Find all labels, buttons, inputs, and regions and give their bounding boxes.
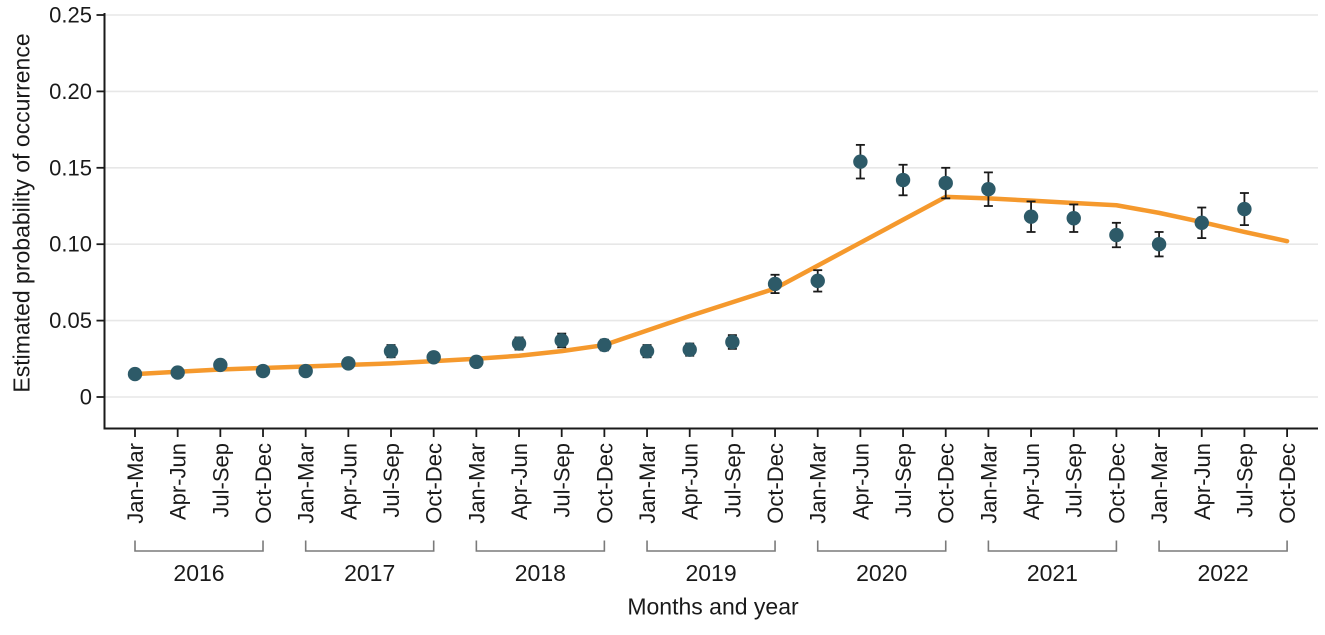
- x-tick-label: Oct-Dec: [763, 443, 788, 524]
- trend-line: [132, 194, 1290, 377]
- x-tick-label: Oct-Dec: [1275, 443, 1300, 524]
- x-tick-label: Jul-Sep: [550, 443, 575, 518]
- x-tick-label: Apr-Jun: [1190, 443, 1215, 520]
- year-bracket: [646, 540, 776, 552]
- x-tick-label: Apr-Jun: [1019, 443, 1044, 520]
- data-point: [725, 334, 740, 350]
- data-point: [981, 181, 996, 197]
- x-tick-label: Jul-Sep: [1232, 443, 1257, 518]
- x-tick-label: Jul-Sep: [720, 443, 745, 518]
- data-point: [1237, 201, 1252, 217]
- year-bracket: [134, 540, 264, 552]
- year-label: 2018: [515, 560, 566, 586]
- y-tick-label: 0: [80, 385, 92, 410]
- data-point: [682, 342, 697, 357]
- year-label: 2017: [344, 560, 395, 586]
- y-axis-title: Estimated probability of occurrence: [8, 33, 35, 393]
- x-tick-label: Jan-Mar: [294, 443, 319, 524]
- year-label: 2020: [856, 560, 907, 586]
- x-tick-label: Jan-Mar: [123, 443, 148, 524]
- x-tick-label: Apr-Jun: [507, 443, 532, 520]
- x-tick-label: Oct-Dec: [592, 443, 617, 524]
- data-point: [213, 357, 228, 373]
- x-tick-label: Oct-Dec: [422, 443, 447, 524]
- x-tick-label: Jan-Mar: [806, 443, 831, 524]
- data-point: [853, 154, 868, 169]
- y-tick-label: 0.15: [49, 155, 92, 180]
- year-bracket: [304, 540, 435, 552]
- data-point: [469, 354, 484, 370]
- data-point: [127, 366, 143, 382]
- data-point: [170, 365, 185, 380]
- x-tick-label: Jan-Mar: [1147, 443, 1172, 524]
- x-tick-label: Oct-Dec: [934, 443, 959, 524]
- x-tick-label: Jul-Sep: [1062, 443, 1087, 518]
- data-point: [895, 172, 911, 188]
- year-bracket: [1158, 540, 1288, 552]
- year-label: 2022: [1197, 560, 1248, 586]
- x-tick-label: Apr-Jun: [848, 443, 873, 520]
- data-point: [1109, 227, 1124, 243]
- x-tick-label: Jan-Mar: [635, 443, 660, 524]
- year-label: 2021: [1027, 560, 1078, 586]
- y-tick-label: 0.20: [49, 79, 92, 104]
- data-point: [341, 356, 356, 371]
- x-tick-label: Jul-Sep: [891, 443, 916, 518]
- data-point: [298, 363, 313, 379]
- x-tick-label: Jul-Sep: [379, 443, 404, 518]
- data-point: [639, 343, 655, 359]
- y-tick-label: 0.05: [49, 308, 92, 333]
- data-point: [597, 337, 612, 353]
- data-point: [511, 336, 527, 351]
- year-label: 2016: [173, 560, 224, 586]
- y-tick-label: 0.25: [49, 3, 92, 28]
- data-point: [767, 276, 783, 292]
- year-bracket: [816, 540, 947, 552]
- year-label: 2019: [685, 560, 736, 586]
- x-tick-label: Jul-Sep: [208, 443, 233, 518]
- data-point: [938, 175, 953, 191]
- data-point: [554, 333, 569, 348]
- x-tick-label: Oct-Dec: [1104, 443, 1129, 524]
- year-bracket: [987, 540, 1118, 552]
- data-point: [383, 343, 399, 359]
- data-point: [255, 363, 271, 379]
- x-tick-label: Apr-Jun: [678, 443, 703, 520]
- x-tick-label: Jan-Mar: [976, 443, 1001, 524]
- x-tick-label: Jan-Mar: [464, 443, 489, 524]
- data-point: [1066, 211, 1081, 226]
- data-point: [1194, 215, 1209, 231]
- x-tick-label: Oct-Dec: [251, 443, 276, 524]
- x-tick-label: Apr-Jun: [166, 443, 191, 520]
- y-tick-label: 0.10: [49, 232, 92, 257]
- data-point: [426, 350, 441, 365]
- data-point: [1023, 209, 1039, 224]
- data-point: [1151, 237, 1167, 252]
- x-axis-title: Months and year: [627, 593, 799, 620]
- data-point: [810, 273, 825, 289]
- x-tick-label: Apr-Jun: [336, 443, 361, 520]
- year-bracket: [475, 540, 606, 552]
